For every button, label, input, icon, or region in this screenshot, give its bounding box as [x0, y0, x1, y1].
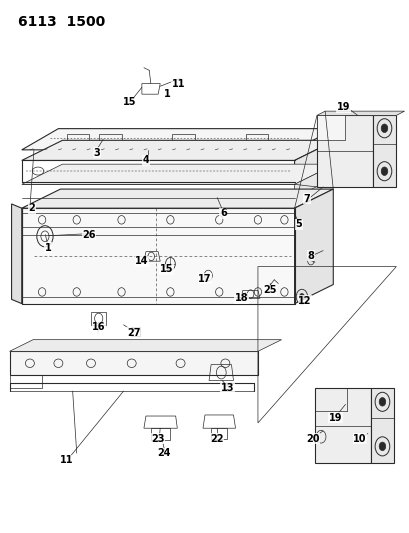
Text: 2: 2 [29, 203, 35, 213]
Text: 26: 26 [82, 230, 95, 240]
Polygon shape [316, 115, 372, 187]
Polygon shape [316, 111, 404, 115]
Polygon shape [372, 115, 396, 187]
Text: 1: 1 [45, 243, 52, 253]
Text: 20: 20 [306, 434, 319, 444]
Text: 27: 27 [127, 328, 140, 338]
Text: 5: 5 [294, 219, 301, 229]
Text: 15: 15 [159, 264, 173, 274]
Polygon shape [370, 389, 393, 463]
Text: 24: 24 [157, 448, 171, 458]
Text: 23: 23 [151, 434, 164, 444]
Polygon shape [9, 340, 281, 351]
Circle shape [378, 398, 385, 406]
Text: 25: 25 [263, 285, 276, 295]
Text: 13: 13 [220, 383, 234, 393]
Text: 6113  1500: 6113 1500 [18, 14, 105, 29]
Text: 8: 8 [307, 251, 314, 261]
Circle shape [380, 124, 387, 133]
Circle shape [378, 442, 385, 450]
Polygon shape [22, 140, 335, 160]
Text: 15: 15 [123, 97, 136, 107]
Text: 3: 3 [94, 148, 100, 158]
Polygon shape [22, 189, 333, 208]
Text: 10: 10 [352, 434, 366, 444]
Polygon shape [316, 115, 344, 140]
Text: 14: 14 [135, 256, 148, 266]
Polygon shape [22, 128, 335, 150]
Polygon shape [314, 389, 370, 463]
Text: 11: 11 [60, 455, 73, 465]
Text: 19: 19 [328, 413, 341, 423]
Text: 7: 7 [303, 193, 310, 204]
Text: 6: 6 [219, 208, 226, 219]
Text: 22: 22 [210, 434, 223, 444]
Circle shape [299, 294, 303, 300]
Text: 11: 11 [171, 78, 185, 88]
Polygon shape [294, 164, 335, 198]
Text: 4: 4 [142, 156, 149, 165]
Polygon shape [9, 351, 257, 375]
Text: 16: 16 [92, 322, 106, 333]
Circle shape [380, 167, 387, 175]
Text: 12: 12 [297, 296, 311, 306]
Text: 17: 17 [198, 273, 211, 284]
Text: 1: 1 [163, 89, 170, 99]
Text: 19: 19 [336, 102, 349, 112]
Polygon shape [22, 164, 335, 184]
Polygon shape [294, 140, 335, 182]
Polygon shape [22, 208, 294, 304]
Text: 18: 18 [234, 293, 248, 303]
Polygon shape [294, 189, 333, 304]
Polygon shape [11, 204, 22, 304]
